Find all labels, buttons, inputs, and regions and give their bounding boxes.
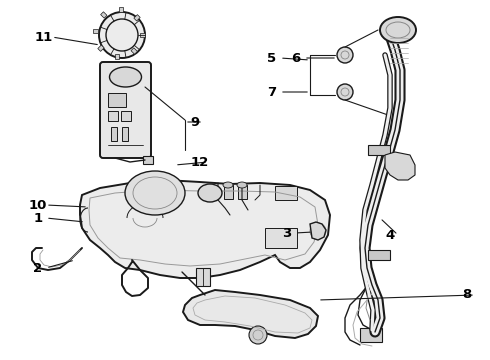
Text: 6: 6	[292, 51, 301, 64]
Bar	[196, 268, 210, 286]
Ellipse shape	[198, 184, 222, 202]
Circle shape	[99, 12, 145, 58]
Polygon shape	[183, 290, 318, 338]
Ellipse shape	[380, 17, 416, 43]
Bar	[368, 145, 390, 155]
Text: 11: 11	[35, 31, 53, 44]
Text: 3: 3	[282, 226, 292, 239]
Bar	[93, 29, 98, 33]
FancyBboxPatch shape	[100, 62, 151, 158]
Bar	[131, 48, 137, 54]
Bar	[238, 185, 247, 199]
Text: 12: 12	[191, 156, 209, 168]
Ellipse shape	[125, 171, 185, 215]
Bar	[368, 250, 390, 260]
Text: 4: 4	[385, 229, 394, 242]
Bar	[122, 127, 128, 141]
Bar	[143, 156, 153, 164]
Polygon shape	[80, 180, 330, 278]
Text: 9: 9	[191, 116, 199, 129]
Bar	[275, 186, 297, 200]
Bar	[111, 127, 117, 141]
Text: 2: 2	[33, 261, 43, 274]
Circle shape	[337, 47, 353, 63]
Bar	[265, 228, 297, 248]
Circle shape	[337, 84, 353, 100]
Text: 8: 8	[463, 288, 472, 302]
Bar	[140, 33, 145, 37]
Text: 7: 7	[268, 86, 276, 99]
Polygon shape	[385, 152, 415, 180]
Bar	[224, 185, 233, 199]
Bar	[134, 15, 140, 21]
Text: 1: 1	[33, 212, 43, 225]
Bar	[98, 45, 104, 51]
Circle shape	[249, 326, 267, 344]
Ellipse shape	[109, 67, 142, 87]
Text: 5: 5	[268, 51, 276, 64]
Bar	[360, 328, 382, 342]
Text: 10: 10	[29, 198, 47, 212]
Bar	[100, 12, 107, 18]
Bar	[115, 54, 119, 59]
Bar	[119, 7, 123, 12]
Ellipse shape	[223, 182, 233, 188]
Bar	[121, 111, 131, 121]
Ellipse shape	[237, 182, 247, 188]
Bar	[108, 111, 118, 121]
Bar	[108, 93, 126, 107]
Polygon shape	[310, 222, 326, 240]
